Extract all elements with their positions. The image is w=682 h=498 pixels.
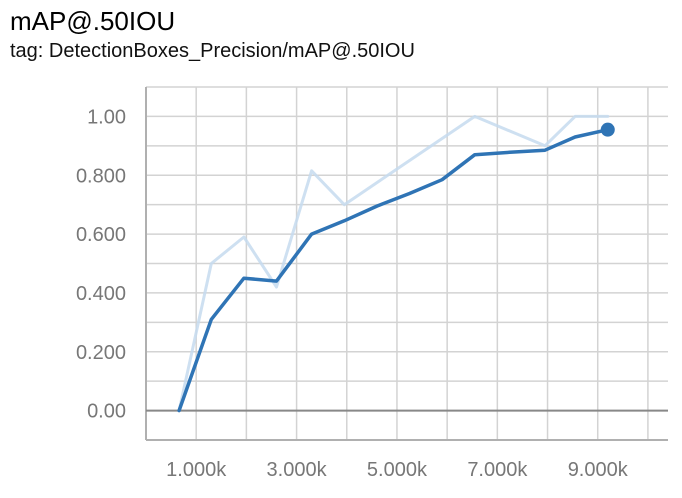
tick-labels: 0.00 0.200 0.400 0.600 0.800 1.00 1.000k 3.000k… <box>76 106 629 481</box>
last-point-marker <box>600 122 615 137</box>
grid-lines <box>146 86 668 441</box>
x-tick-label: 1.000k <box>166 459 227 481</box>
chart-title: mAP@.50IOU <box>10 6 176 36</box>
y-tick-label: 0.600 <box>76 224 126 246</box>
x-tick-label: 3.000k <box>267 459 328 481</box>
y-tick-label: 0.400 <box>76 283 126 305</box>
x-tick-label: 9.000k <box>568 459 629 481</box>
series-lines <box>177 114 615 413</box>
y-tick-label: 0.200 <box>76 342 126 364</box>
y-tick-label: 0.00 <box>87 401 126 423</box>
axes <box>145 87 668 441</box>
y-tick-label: 1.00 <box>87 106 126 128</box>
x-tick-label: 7.000k <box>467 459 528 481</box>
x-tick-label: 5.000k <box>367 459 428 481</box>
y-tick-label: 0.800 <box>76 165 126 187</box>
smoothed-series-line <box>177 127 610 413</box>
raw-series-line <box>177 114 610 413</box>
chart-tag-subtitle: tag: DetectionBoxes_Precision/mAP@.50IOU <box>10 40 415 62</box>
